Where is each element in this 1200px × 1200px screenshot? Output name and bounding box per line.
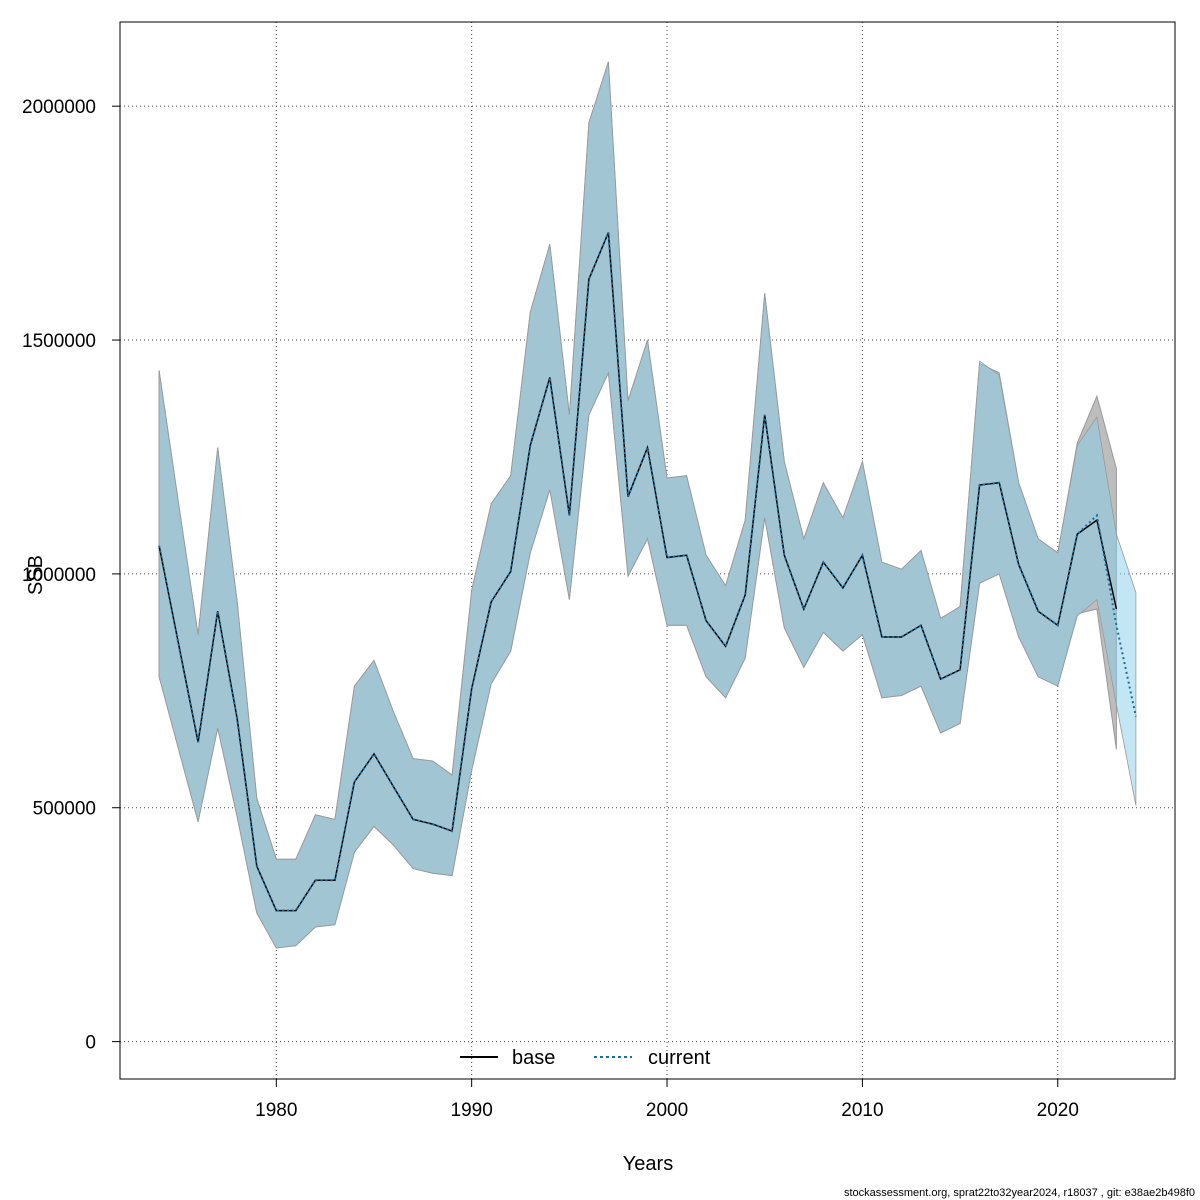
y-tick-label: 0 (85, 1033, 96, 1054)
x-tick-label: 2000 (646, 1100, 688, 1121)
confidence-bands (158, 61, 1137, 949)
current-confidence-band (158, 61, 1137, 949)
y-axis-title: SSB (25, 555, 47, 595)
y-tick-label: 1500000 (22, 331, 96, 352)
plot-frame (119, 21, 1176, 1080)
legend-current-label: current (648, 1047, 711, 1069)
legend: base current (460, 1047, 711, 1069)
x-tick-label: 1990 (451, 1100, 493, 1121)
y-tick-label: 2000000 (22, 97, 96, 118)
axis-ticks: 1980 1990 2000 2010 2020 0 500000 1000000 150000… (22, 97, 1079, 1121)
x-tick-label: 2020 (1037, 1100, 1079, 1121)
x-tick-label: 1980 (255, 1100, 297, 1121)
legend-base-label: base (512, 1047, 555, 1069)
current-line (158, 232, 1137, 912)
y-tick-label: 500000 (33, 799, 96, 820)
x-tick-label: 2010 (841, 1100, 883, 1121)
footer-caption: stockassessment.org, sprat22to32year2024… (844, 1187, 1195, 1199)
y-tick-label: 1000000 (22, 565, 96, 586)
series-lines (158, 232, 1137, 912)
x-axis-title: Years (623, 1153, 673, 1175)
